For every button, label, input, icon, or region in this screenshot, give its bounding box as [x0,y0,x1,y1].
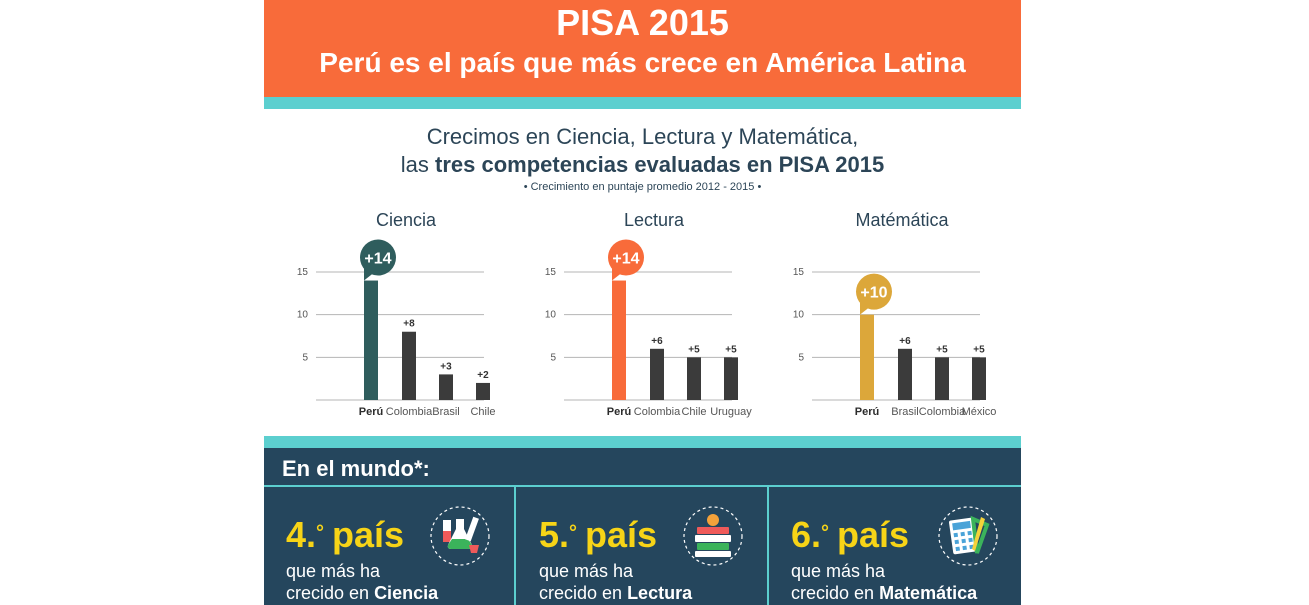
rank-degree: ° [316,522,325,544]
rank-number: 4. [286,514,317,555]
category-label: Colombia [919,406,966,418]
rank-desc: que más ha [791,561,886,581]
data-label: +10 [860,285,887,302]
calculator-icon [938,506,998,566]
world-panel-ciencia: 4.° país que más ha crecido en Ciencia [264,487,514,605]
rank-desc-subject: crecido en Matemática [791,582,977,604]
bar [935,357,949,400]
category-label: Brasil [891,406,919,418]
world-title: En el mundo*: [282,456,430,481]
category-label: Colombia [386,406,433,418]
y-tick-label: 5 [550,352,556,363]
marker-circle [360,239,396,276]
category-label: Perú [359,406,383,418]
rank-desc-prefix: crecido en [286,583,375,603]
y-tick-label: 15 [545,267,557,278]
rank-desc-subject: crecido en Lectura [539,582,692,604]
data-label: +8 [403,319,415,330]
intro-line-1: Crecimos en Ciencia, Lectura y Matemátic… [426,124,859,149]
intro-line-2: las tres competencias evaluadas en PISA … [264,151,1021,179]
data-label: +5 [936,344,948,355]
divider-stripe [264,97,1021,109]
data-label: +14 [612,251,639,268]
category-label: Perú [855,406,879,418]
data-label: +6 [651,336,663,347]
rank-subject: Ciencia [374,583,439,603]
headline: Perú es el país que más crece en América… [319,47,966,78]
rank-degree: ° [821,522,830,544]
bar [972,357,986,400]
bar [687,357,701,400]
rank-word: país [837,514,910,555]
rank-degree: ° [569,522,578,544]
infographic: PISA 2015 Perú es el país que más crece … [264,0,1021,605]
data-label: +6 [899,336,911,347]
y-tick-label: 10 [793,310,805,321]
bar [476,382,490,400]
y-tick-label: 5 [798,352,804,363]
data-label: +5 [688,344,700,355]
category-label: México [962,406,997,418]
rank-subject: Matemática [879,583,978,603]
divider-stripe-2 [264,436,1021,448]
rank-text: 6.° país [791,515,909,555]
rank-word: país [332,514,405,555]
y-tick-label: 15 [793,267,805,278]
rank-desc: que más ha [539,561,634,581]
category-label: Colombia [634,406,681,418]
world-panel-lectura: 5.° país que más ha crecido en Lectura [517,487,767,605]
panel-divider [514,487,516,605]
category-label: Chile [681,406,706,418]
intro-line-2-bold: tres competencias evaluadas en PISA 2015 [435,152,885,177]
data-label: +2 [477,370,489,381]
page-title: PISA 2015 [556,2,729,43]
data-label: +5 [973,344,985,355]
rank-subject: Lectura [627,583,693,603]
bar-charts: Ciencia 5 10 15 Perú +14 Colombia +8 Brasil +3 Chi… [297,210,997,418]
rank-desc-subject: crecido en Ciencia [286,582,438,604]
chart-title: Lectura [624,210,685,230]
bar [402,331,416,400]
rank-number: 5. [539,514,570,555]
world-divider [264,485,1021,487]
rank-desc-prefix: crecido en [539,583,628,603]
y-tick-label: 10 [545,310,557,321]
category-label: Brasil [432,406,460,418]
world-panel-matematica: 6.° país que más ha crecido en Matemática [769,487,1019,605]
rank-text: 4.° país [286,515,404,555]
rank-text: 5.° país [539,515,657,555]
bar [898,348,912,400]
rank-desc: que más ha [286,561,381,581]
bar [439,374,453,400]
header-banner: PISA 2015 Perú es el país que más crece … [264,0,1021,97]
rank-number: 6. [791,514,822,555]
data-label: +3 [440,361,452,372]
flask-icon [430,506,490,566]
panel-divider [767,487,769,605]
category-label: Uruguay [710,406,752,418]
chart-title: Matémática [855,210,949,230]
data-label: +5 [725,344,737,355]
intro-note: • Crecimiento en puntaje promedio 2012 -… [523,181,762,193]
rank-word: país [585,514,658,555]
y-tick-label: 10 [297,310,309,321]
category-label: Perú [607,406,631,418]
y-tick-label: 5 [302,352,308,363]
marker-circle [608,239,644,276]
bar [724,357,738,400]
bar [612,280,626,400]
bar [650,348,664,400]
y-tick-label: 15 [297,267,309,278]
intro-line-2-prefix: las [400,152,436,177]
data-label: +14 [364,251,391,268]
bar [860,314,874,400]
rank-desc-prefix: crecido en [791,583,880,603]
books-icon [683,506,743,566]
bar [364,280,378,400]
marker-circle [856,273,892,310]
chart-title: Ciencia [376,210,437,230]
category-label: Chile [470,406,495,418]
chart-intro: Crecimos en Ciencia, Lectura y Matemátic… [264,123,1021,194]
world-section: En el mundo*: 4.° país que más ha crecido… [264,448,1021,605]
